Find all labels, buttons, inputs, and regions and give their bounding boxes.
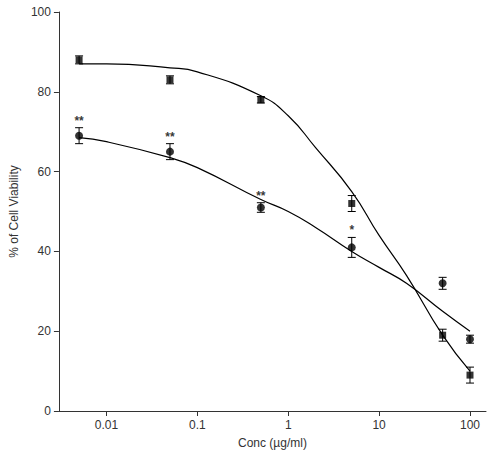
svg-text:*: * <box>349 223 354 237</box>
svg-text:100: 100 <box>460 418 480 432</box>
svg-text:20: 20 <box>38 324 52 338</box>
svg-text:**: ** <box>256 189 266 203</box>
svg-text:0.01: 0.01 <box>95 418 119 432</box>
svg-text:80: 80 <box>38 85 52 99</box>
svg-text:40: 40 <box>38 244 52 258</box>
svg-text:**: ** <box>165 130 175 144</box>
svg-text:**: ** <box>74 114 84 128</box>
svg-text:0.1: 0.1 <box>189 418 206 432</box>
svg-text:Conc (µg/ml): Conc (µg/ml) <box>238 436 307 450</box>
svg-text:10: 10 <box>372 418 386 432</box>
svg-text:0: 0 <box>44 404 51 418</box>
svg-text:% of Cell Viability: % of Cell Viability <box>7 165 21 257</box>
svg-text:1: 1 <box>285 418 292 432</box>
svg-text:100: 100 <box>31 5 51 19</box>
svg-text:60: 60 <box>38 165 52 179</box>
